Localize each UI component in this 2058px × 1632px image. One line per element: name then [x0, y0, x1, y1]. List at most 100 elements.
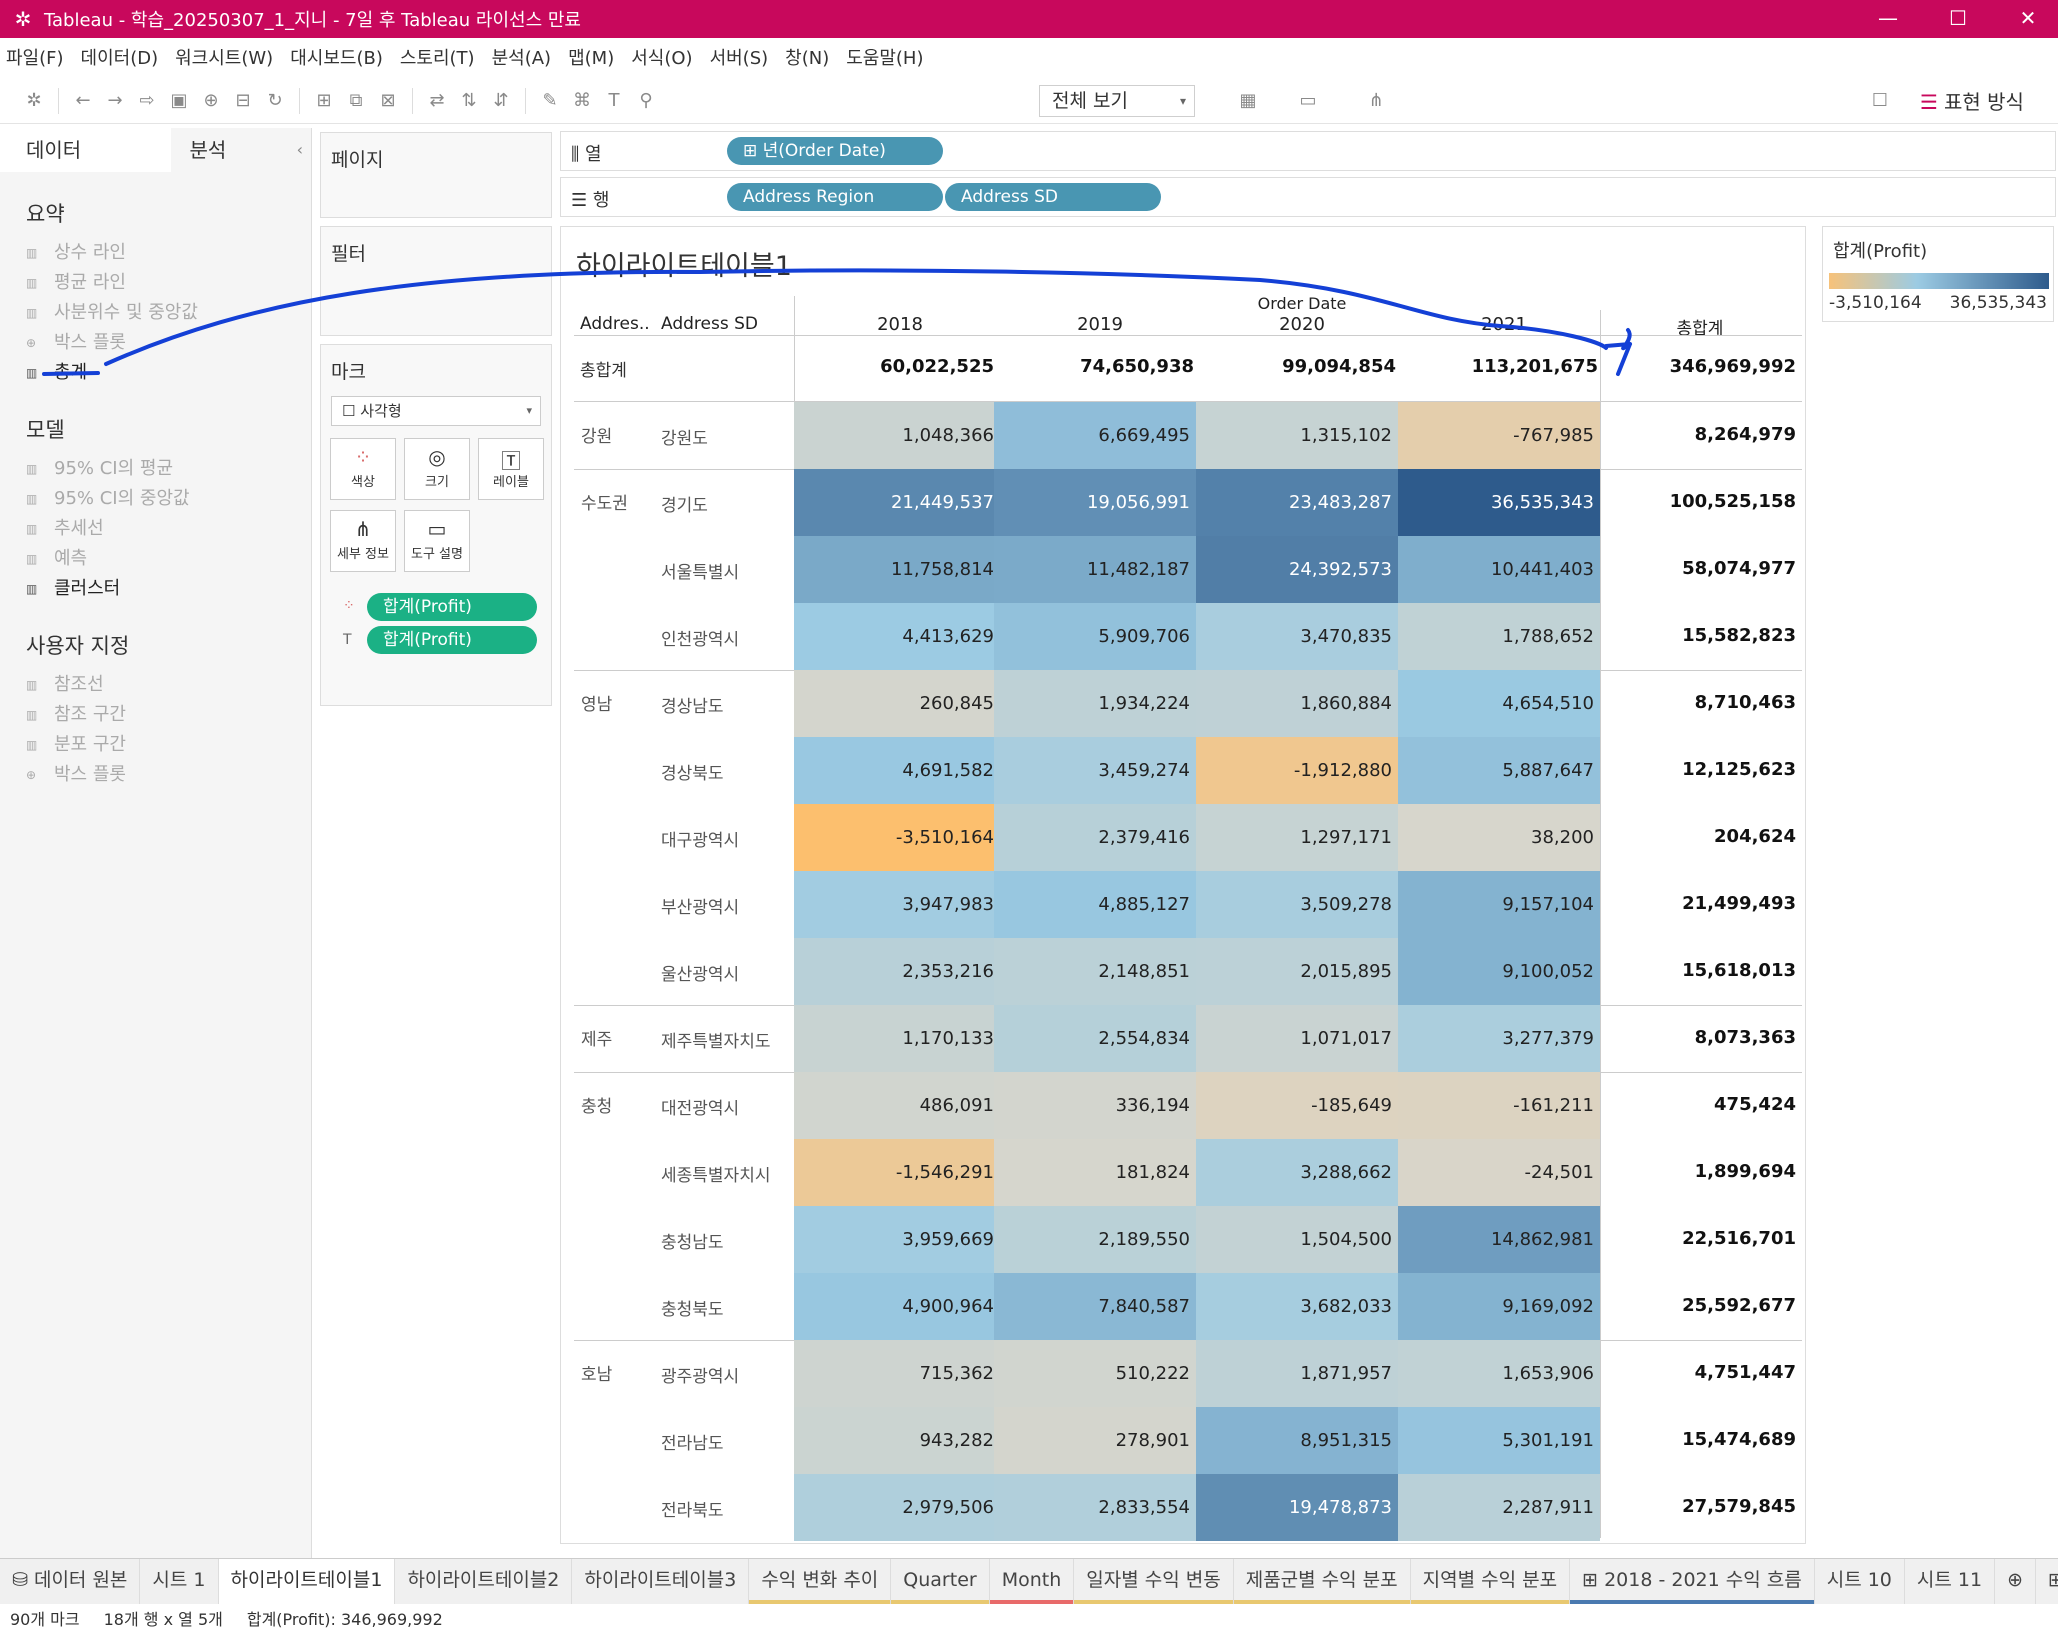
- row-total-cell[interactable]: 8,073,363: [1694, 1027, 1796, 1048]
- share-icon[interactable]: ⋔: [1368, 90, 1384, 111]
- table-cell[interactable]: 38,200: [1398, 804, 1600, 871]
- sd-label[interactable]: 경기도: [661, 496, 708, 516]
- table-cell[interactable]: -185,649: [1196, 1072, 1398, 1139]
- table-cell[interactable]: 1,071,017: [1196, 1005, 1398, 1072]
- sd-label[interactable]: 경상남도: [661, 697, 724, 717]
- tab-analysis[interactable]: 분석 ‹: [171, 128, 311, 172]
- sheet-tab-7[interactable]: Month: [989, 1559, 1075, 1604]
- table-cell[interactable]: 2,189,550: [994, 1206, 1196, 1273]
- table-cell[interactable]: -3,510,164: [794, 804, 1000, 871]
- new-sheet-icon[interactable]: ⊞: [316, 90, 332, 111]
- custom_items-item-2[interactable]: ▥ 분포 구간: [0, 730, 311, 760]
- table-cell[interactable]: 3,459,274: [994, 737, 1196, 804]
- column-year-2018[interactable]: 2018: [877, 314, 923, 335]
- sd-label[interactable]: 전라북도: [661, 1501, 724, 1521]
- table-cell[interactable]: 3,959,669: [794, 1206, 1000, 1273]
- table-cell[interactable]: 4,691,582: [794, 737, 1000, 804]
- summary_items-item-0[interactable]: ▥ 상수 라인: [0, 238, 311, 268]
- row-total-cell[interactable]: 4,751,447: [1694, 1362, 1796, 1383]
- menu-item-5[interactable]: 분석(A): [491, 48, 552, 69]
- fit-view-select[interactable]: 전체 보기 ▾: [1039, 85, 1195, 117]
- table-cell[interactable]: 3,682,033: [1196, 1273, 1398, 1340]
- table-cell[interactable]: 3,470,835: [1196, 603, 1398, 670]
- sd-label[interactable]: 강원도: [661, 429, 708, 449]
- table-cell[interactable]: 7,840,587: [994, 1273, 1196, 1340]
- row-total-cell[interactable]: 1,899,694: [1694, 1161, 1796, 1182]
- table-cell[interactable]: 4,654,510: [1398, 670, 1600, 737]
- table-cell[interactable]: 1,315,102: [1196, 402, 1398, 469]
- custom_items-item-3[interactable]: ⊕ 박스 플롯: [0, 760, 311, 790]
- table-cell[interactable]: 1,860,884: [1196, 670, 1398, 737]
- region-label[interactable]: 제주: [581, 1030, 613, 1050]
- table-cell[interactable]: 1,653,906: [1398, 1340, 1600, 1407]
- table-cell[interactable]: 9,100,052: [1398, 938, 1600, 1005]
- redo-icon[interactable]: →: [107, 90, 123, 111]
- table-cell[interactable]: 6,669,495: [994, 402, 1196, 469]
- table-cell[interactable]: 4,900,964: [794, 1273, 1000, 1340]
- sort-asc-icon[interactable]: ⇅: [461, 90, 477, 111]
- menu-item-10[interactable]: 도움말(H): [846, 48, 924, 69]
- table-cell[interactable]: 5,909,706: [994, 603, 1196, 670]
- region-label[interactable]: 호남: [581, 1365, 613, 1385]
- region-label[interactable]: 강원: [581, 427, 613, 447]
- sheet-tab-3[interactable]: 하이라이트테이블2: [395, 1559, 573, 1604]
- sd-label[interactable]: 인천광역시: [661, 630, 740, 650]
- table-cell[interactable]: 5,887,647: [1398, 737, 1600, 804]
- row-total-cell[interactable]: 27,579,845: [1682, 1496, 1796, 1517]
- table-cell[interactable]: 943,282: [794, 1407, 1000, 1474]
- row-total-cell[interactable]: 204,624: [1714, 826, 1796, 847]
- duplicate-sheet-icon[interactable]: ⧉: [349, 90, 363, 111]
- grand-total-cell[interactable]: 60,022,525: [880, 356, 994, 377]
- sheet-tab-6[interactable]: Quarter: [891, 1559, 990, 1604]
- column-year-2019[interactable]: 2019: [1077, 314, 1123, 335]
- tab-data[interactable]: 데이터: [0, 128, 172, 172]
- sheet-tab-1[interactable]: 시트 1: [140, 1559, 219, 1604]
- table-cell[interactable]: 5,301,191: [1398, 1407, 1600, 1474]
- labels-icon[interactable]: T: [608, 90, 620, 111]
- maximize-button[interactable]: ☐: [1949, 6, 1967, 30]
- table-cell[interactable]: 3,277,379: [1398, 1005, 1600, 1072]
- table-cell[interactable]: 4,413,629: [794, 603, 1000, 670]
- row-total-cell[interactable]: 15,474,689: [1682, 1429, 1796, 1450]
- table-cell[interactable]: 9,169,092: [1398, 1273, 1600, 1340]
- close-button[interactable]: ✕: [2019, 6, 2037, 30]
- table-cell[interactable]: 2,287,911: [1398, 1474, 1600, 1541]
- table-cell[interactable]: 19,478,873: [1196, 1474, 1398, 1541]
- table-cell[interactable]: 23,483,287: [1196, 469, 1398, 536]
- new-datasource-icon[interactable]: ⊕: [203, 90, 219, 111]
- sheet-tab-9[interactable]: 제품군별 수익 분포: [1233, 1559, 1411, 1604]
- table-cell[interactable]: 2,015,895: [1196, 938, 1398, 1005]
- table-cell[interactable]: 260,845: [794, 670, 1000, 737]
- table-cell[interactable]: 2,833,554: [994, 1474, 1196, 1541]
- address-region-pill[interactable]: Address Region: [727, 183, 943, 211]
- table-cell[interactable]: 21,449,537: [794, 469, 1000, 536]
- sd-label[interactable]: 충청북도: [661, 1300, 724, 1320]
- table-cell[interactable]: 2,353,216: [794, 938, 1000, 1005]
- table-cell[interactable]: 10,441,403: [1398, 536, 1600, 603]
- table-cell[interactable]: 336,194: [994, 1072, 1196, 1139]
- address-sd-pill[interactable]: Address SD: [945, 183, 1161, 211]
- summary_items-item-1[interactable]: ▥ 평균 라인: [0, 268, 311, 298]
- table-cell[interactable]: 24,392,573: [1196, 536, 1398, 603]
- replay-icon[interactable]: ⇨: [139, 90, 155, 111]
- highlight-icon[interactable]: ✎: [542, 90, 558, 111]
- sheet-tab-13[interactable]: 시트 11: [1905, 1559, 1996, 1604]
- tooltip-format-icon[interactable]: ☐: [1871, 90, 1889, 111]
- new-dashboard-tab[interactable]: ⊞: [2036, 1559, 2058, 1604]
- year-order-date-pill[interactable]: ⊞ 년(Order Date): [727, 137, 943, 165]
- model_items-item-2[interactable]: ▥ 추세선: [0, 514, 311, 544]
- column-year-2020[interactable]: 2020: [1279, 314, 1325, 335]
- label-button[interactable]: 🅃 레이블: [478, 438, 544, 500]
- table-cell[interactable]: 2,379,416: [994, 804, 1196, 871]
- pause-updates-icon[interactable]: ⊟: [235, 90, 251, 111]
- save-icon[interactable]: ▣: [170, 90, 188, 111]
- table-cell[interactable]: 36,535,343: [1398, 469, 1600, 536]
- menu-item-8[interactable]: 서버(S): [709, 48, 769, 69]
- model_items-item-4[interactable]: ▥ 클러스터: [0, 574, 311, 604]
- profit-color-pill[interactable]: 합계(Profit): [367, 593, 537, 621]
- table-cell[interactable]: 3,288,662: [1196, 1139, 1398, 1206]
- row-total-cell[interactable]: 15,582,823: [1682, 625, 1796, 646]
- mark-type-select[interactable]: ☐ 사각형 ▾: [331, 396, 541, 426]
- row-total-cell[interactable]: 100,525,158: [1669, 491, 1796, 512]
- sd-label[interactable]: 대전광역시: [661, 1099, 740, 1119]
